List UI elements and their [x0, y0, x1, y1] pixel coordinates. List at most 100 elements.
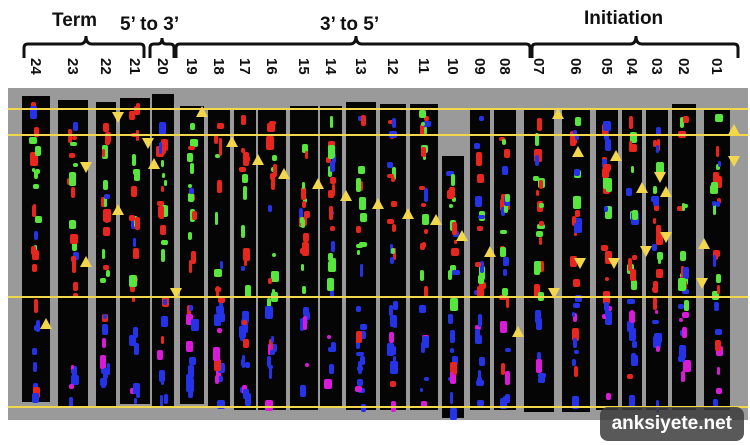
signal-spot: [573, 203, 577, 209]
signal-spot: [392, 247, 396, 260]
signal-spot: [133, 168, 140, 175]
signal-spot: [653, 200, 659, 206]
signal-spot: [29, 137, 37, 144]
signal-spot: [31, 246, 36, 256]
signal-spot: [501, 363, 505, 376]
lane-number: 14: [322, 58, 339, 75]
signal-spot: [72, 251, 79, 261]
signal-spot: [421, 341, 425, 353]
signal-spot: [215, 154, 220, 159]
triangle-up-marker: [512, 326, 524, 337]
signal-spot: [214, 211, 218, 225]
signal-spot: [269, 366, 273, 380]
signal-spot: [477, 399, 485, 406]
signal-spot: [499, 137, 506, 142]
signal-spot: [538, 261, 545, 272]
signal-spot: [34, 231, 39, 240]
signal-spot: [268, 344, 272, 355]
signal-spot: [190, 318, 199, 328]
triangle-up-marker: [552, 108, 564, 119]
signal-spot: [328, 190, 334, 198]
signal-spot: [35, 319, 41, 332]
signal-spot: [329, 177, 336, 184]
signal-spot: [329, 205, 333, 220]
triangle-up-marker: [402, 208, 414, 219]
signal-spot: [684, 299, 689, 311]
signal-spot: [682, 267, 689, 279]
triangle-up-marker: [252, 154, 264, 165]
signal-spot: [331, 153, 336, 164]
signal-spot: [324, 379, 333, 389]
signal-spot: [217, 327, 222, 334]
signal-spot: [242, 389, 250, 399]
signal-spot: [575, 218, 583, 226]
signal-spot: [104, 193, 111, 200]
lane-number: 08: [496, 58, 513, 75]
signal-spot: [129, 214, 135, 221]
signal-spot: [449, 408, 458, 421]
signal-spot: [327, 252, 333, 262]
signal-spot: [474, 262, 482, 267]
signal-spot: [712, 201, 717, 216]
signal-spot: [533, 284, 541, 298]
signal-spot: [571, 358, 577, 366]
signal-spot: [477, 214, 485, 220]
signal-spot: [301, 181, 306, 190]
signal-spot: [679, 317, 683, 322]
signal-spot: [653, 280, 658, 293]
signal-spot: [503, 268, 507, 276]
lane-strip: [290, 106, 318, 410]
signal-spot: [601, 159, 608, 168]
signal-spot: [33, 245, 38, 252]
signal-spot: [680, 117, 684, 129]
signal-spot: [34, 169, 38, 180]
signal-spot: [271, 270, 279, 283]
signal-spot: [451, 270, 460, 275]
signal-spot: [449, 330, 456, 343]
signal-spot: [504, 393, 511, 403]
signal-spot: [305, 362, 309, 367]
signal-spot: [272, 164, 277, 178]
signal-spot: [72, 136, 78, 141]
triangle-up-marker: [112, 204, 124, 215]
signal-spot: [502, 166, 508, 175]
lane-number: 11: [415, 58, 432, 74]
watermark: anksiyete.net: [599, 407, 744, 441]
signal-spot: [679, 345, 687, 359]
signal-spot: [133, 173, 141, 181]
signal-spot: [656, 269, 663, 279]
triangle-up-marker: [340, 190, 352, 201]
signal-spot: [302, 285, 306, 295]
signal-spot: [627, 258, 632, 272]
signal-spot: [574, 135, 580, 141]
signal-spot: [389, 361, 398, 375]
signal-spot: [159, 224, 166, 235]
signal-spot: [716, 146, 720, 158]
signal-spot: [533, 176, 540, 182]
triangle-up-marker: [80, 256, 92, 267]
signal-spot: [106, 269, 110, 278]
signal-spot: [419, 186, 426, 191]
lane-number: 22: [97, 58, 114, 75]
signal-spot: [356, 378, 364, 386]
lane-number: 03: [648, 58, 665, 75]
signal-spot: [391, 223, 397, 233]
signal-spot: [187, 193, 194, 203]
signal-spot: [504, 194, 511, 202]
signal-spot: [535, 358, 543, 373]
signal-spot: [33, 361, 38, 372]
signal-spot: [244, 284, 252, 298]
signal-spot: [188, 183, 193, 189]
signal-spot: [356, 337, 361, 349]
signal-spot: [219, 138, 223, 149]
signal-spot: [355, 330, 362, 343]
signal-spot: [477, 313, 483, 327]
signal-spot: [713, 399, 719, 407]
signal-spot: [130, 282, 135, 292]
signal-spot: [358, 166, 365, 174]
signal-spot: [101, 338, 106, 349]
signal-spot: [215, 375, 219, 384]
signal-spot: [267, 122, 276, 133]
signal-spot: [388, 331, 394, 343]
triangle-up-marker: [698, 238, 710, 249]
